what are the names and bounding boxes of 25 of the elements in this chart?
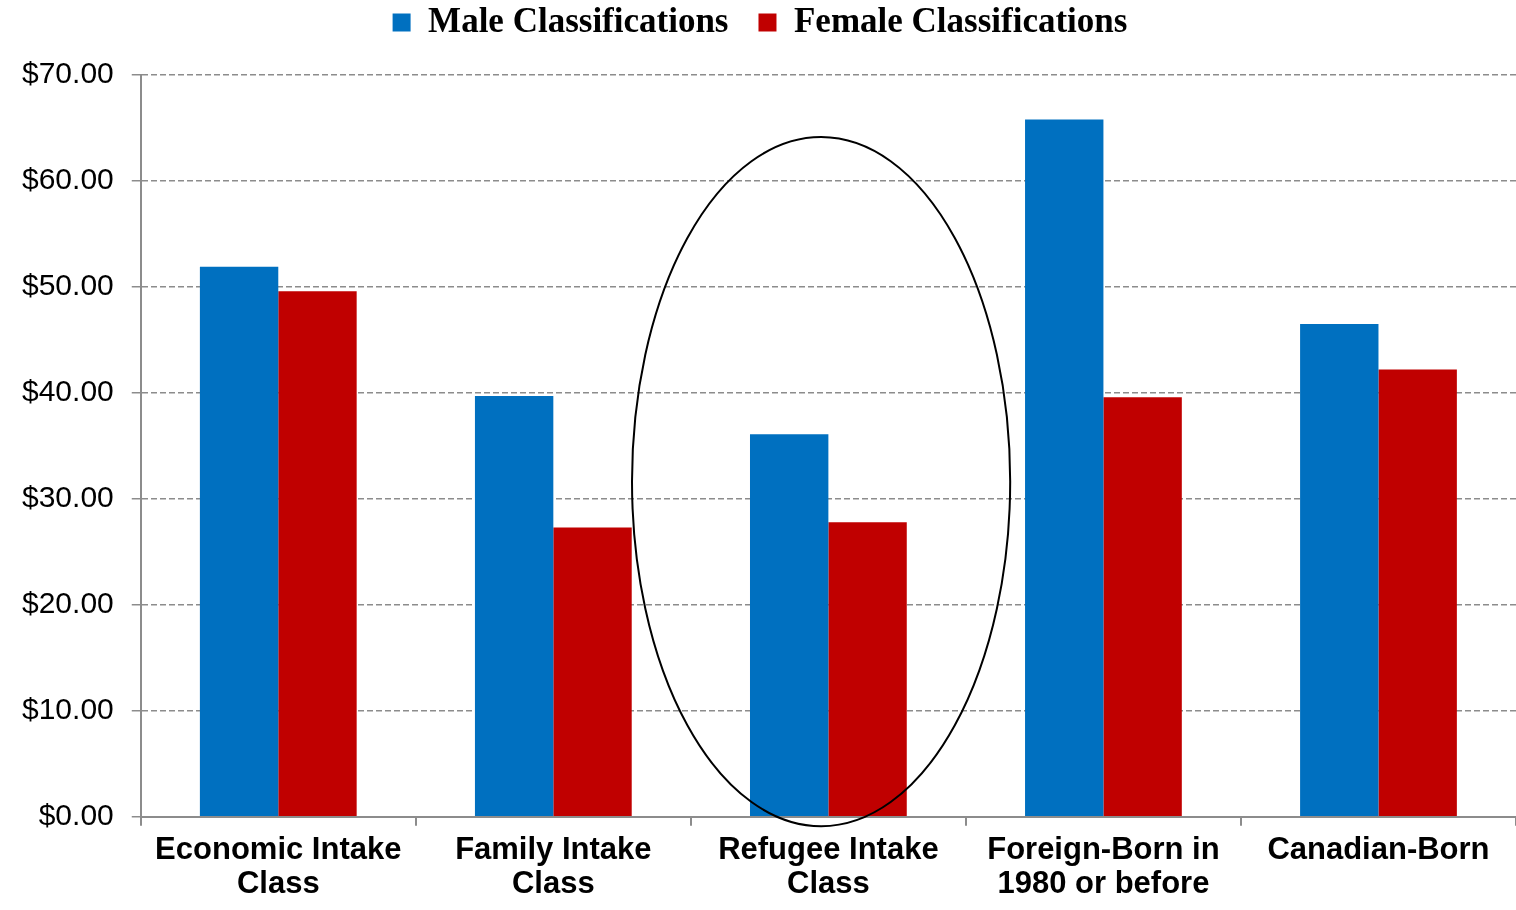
y-tick-label: $0.00 [38,798,114,832]
x-tick-label: Canadian-Born [1267,831,1490,867]
x-tick-label: Family Intake Class [455,831,652,901]
bar [474,396,554,817]
y-tick-label: $30.00 [21,480,114,514]
legend-label: Male Classifications [428,0,729,40]
bar [278,291,357,817]
y-tick-label: $60.00 [21,162,114,196]
y-tick-label: $20.00 [21,586,114,620]
bar [1378,369,1457,817]
bar [1103,397,1182,817]
y-tick-label: $40.00 [21,374,114,408]
bar [1300,324,1379,817]
bar [828,522,907,817]
bar [1025,119,1104,817]
legend-label: Female Classifications [793,0,1128,40]
y-tick-label: $70.00 [21,56,114,90]
x-tick-label: Refugee Intake Class [718,831,939,901]
y-tick-label: $50.00 [21,268,114,302]
bar [749,434,829,817]
bar [553,527,632,817]
y-tick-label: $10.00 [21,692,114,726]
bar [199,266,279,817]
x-tick-label: Economic Intake Class [155,831,402,901]
x-tick-label: Foreign-Born in 1980 or before [987,831,1220,901]
